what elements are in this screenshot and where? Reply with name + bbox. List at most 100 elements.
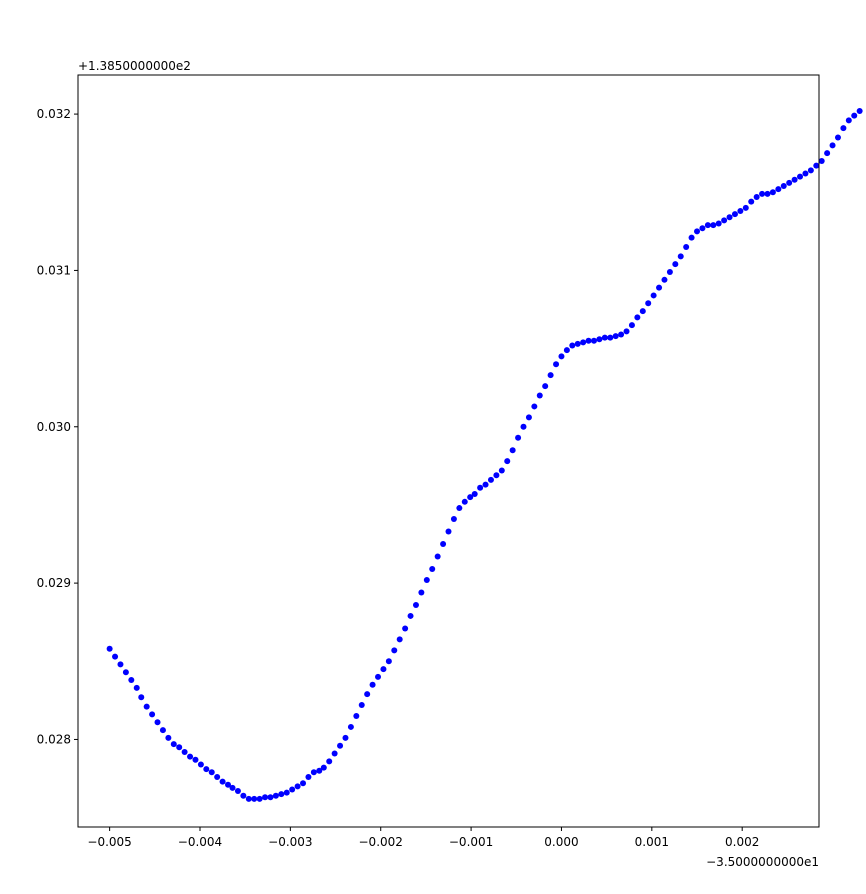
data-point	[580, 339, 587, 346]
y-tick-label: 0.032	[37, 107, 71, 121]
data-point	[369, 681, 376, 688]
data-point	[737, 208, 744, 215]
data-point	[731, 211, 738, 218]
data-point	[536, 392, 543, 399]
data-point	[122, 669, 129, 676]
data-point	[331, 750, 338, 757]
data-point	[553, 361, 560, 368]
y-axis-ticks: 0.028 0.029 0.030 0.031 0.032	[37, 107, 78, 746]
data-point	[618, 331, 625, 338]
data-point	[753, 193, 760, 200]
data-point	[694, 228, 701, 235]
data-point	[775, 186, 782, 193]
data-point	[106, 645, 113, 652]
data-point	[456, 505, 463, 512]
data-point	[748, 198, 755, 205]
data-point	[154, 719, 161, 726]
data-point	[320, 764, 327, 771]
data-point	[170, 741, 177, 748]
data-point	[650, 292, 657, 299]
data-point	[661, 276, 668, 283]
x-tick-label: −0.004	[178, 835, 222, 849]
data-points	[106, 107, 863, 802]
data-point	[672, 261, 679, 268]
data-point	[656, 284, 663, 291]
data-point	[375, 673, 382, 680]
data-point	[251, 795, 258, 802]
data-point	[434, 553, 441, 560]
data-point	[143, 703, 150, 710]
data-point	[786, 179, 793, 186]
data-point	[358, 702, 365, 709]
data-point	[240, 792, 247, 799]
data-point	[316, 767, 323, 774]
data-point	[300, 780, 307, 787]
data-point	[818, 157, 825, 164]
data-point	[813, 162, 820, 169]
data-point	[542, 383, 549, 390]
data-point	[834, 134, 841, 141]
data-point	[601, 334, 608, 341]
data-point	[715, 220, 722, 227]
data-point	[407, 612, 414, 619]
data-point	[585, 337, 592, 344]
data-point	[699, 225, 706, 232]
data-point	[558, 353, 565, 360]
data-point	[294, 783, 301, 790]
data-point	[256, 795, 263, 802]
data-point	[429, 566, 436, 573]
data-point	[710, 222, 717, 229]
data-point	[791, 176, 798, 183]
x-tick-label: −0.002	[359, 835, 403, 849]
data-point	[498, 467, 505, 474]
data-point	[607, 334, 614, 341]
data-point	[623, 328, 630, 335]
y-tick-label: 0.028	[37, 732, 71, 746]
data-point	[385, 658, 392, 665]
data-point	[229, 784, 236, 791]
data-point	[666, 268, 673, 275]
data-point	[418, 589, 425, 596]
data-point	[165, 734, 172, 741]
data-point	[856, 107, 863, 114]
data-point	[769, 189, 776, 196]
data-point	[509, 447, 516, 454]
data-point	[493, 472, 500, 479]
data-point	[278, 791, 285, 798]
data-point	[225, 781, 232, 788]
data-point	[726, 214, 733, 221]
data-point	[797, 173, 804, 180]
data-point	[477, 484, 484, 491]
x-tick-label: 0.002	[725, 835, 759, 849]
x-axis-ticks: −0.005 −0.004 −0.003 −0.002 −0.001 0.000 0.001…	[87, 827, 759, 849]
data-point	[574, 340, 581, 347]
data-point	[133, 684, 140, 691]
data-point	[326, 758, 333, 765]
data-point	[721, 217, 728, 224]
data-point	[531, 403, 538, 410]
data-point	[764, 190, 771, 197]
y-tick-label: 0.029	[37, 576, 71, 590]
data-point	[515, 434, 522, 441]
x-axis-offset-label: −3.5000000000e1	[706, 855, 819, 869]
data-point	[380, 666, 387, 673]
data-point	[683, 243, 690, 250]
data-point	[461, 498, 468, 505]
data-point	[214, 773, 221, 780]
data-point	[289, 786, 296, 793]
data-point	[759, 190, 766, 197]
data-point	[305, 773, 312, 780]
data-point	[128, 677, 135, 684]
y-axis-offset-label: +1.3850000000e2	[78, 59, 191, 73]
data-point	[342, 734, 349, 741]
x-tick-label: −0.005	[87, 835, 131, 849]
x-tick-label: −0.003	[268, 835, 312, 849]
x-tick-label: 0.000	[544, 835, 578, 849]
data-point	[520, 423, 527, 430]
data-point	[504, 458, 511, 465]
data-point	[634, 314, 641, 321]
data-point	[391, 647, 398, 654]
data-point	[645, 300, 652, 307]
data-point	[192, 756, 199, 763]
